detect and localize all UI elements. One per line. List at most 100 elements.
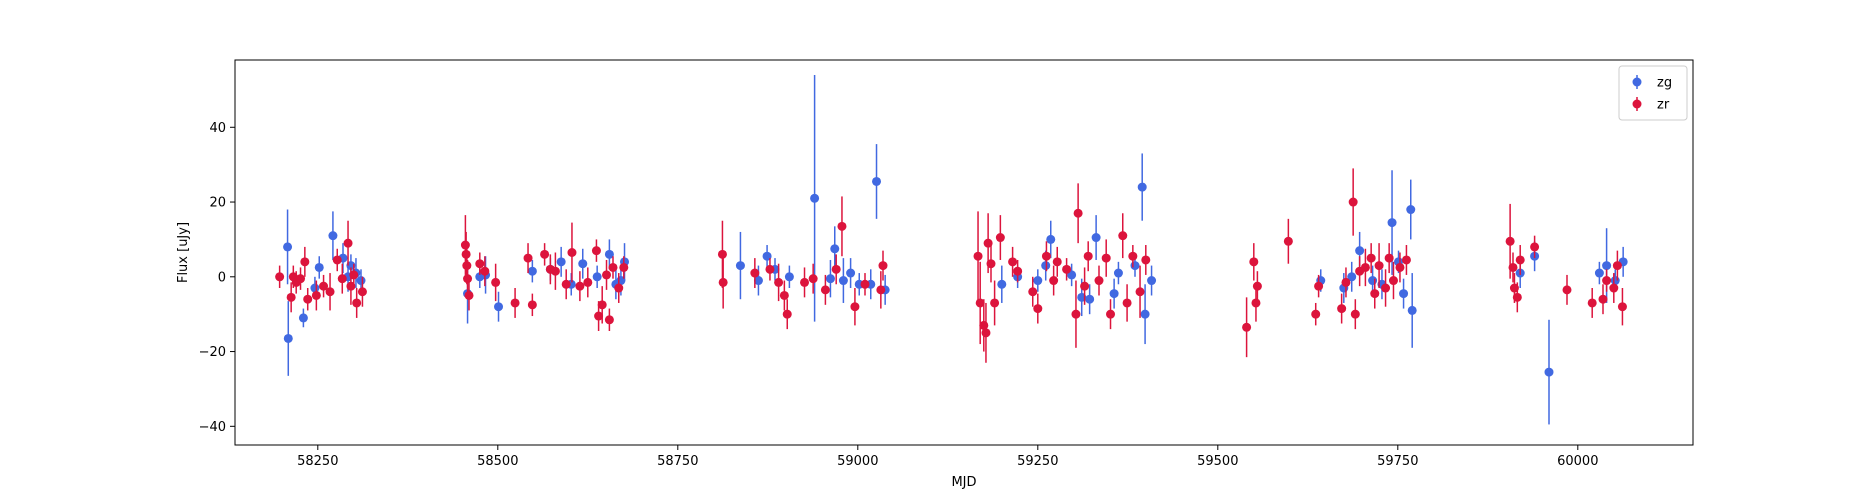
data-point: [608, 262, 618, 272]
data-point: [1387, 218, 1397, 228]
data-point: [1407, 305, 1417, 315]
data-point: [1052, 257, 1062, 267]
y-axis-label: Flux [uJy]: [176, 222, 191, 283]
data-point: [975, 298, 985, 308]
data-point: [494, 302, 504, 312]
data-point: [1049, 276, 1059, 286]
data-point: [1374, 261, 1384, 271]
data-point: [319, 281, 329, 291]
data-point: [1388, 276, 1398, 286]
data-point: [303, 294, 313, 304]
data-point: [1128, 251, 1138, 261]
data-point: [1602, 261, 1612, 271]
x-tick-label: 60000: [1557, 454, 1598, 469]
data-point: [1562, 285, 1572, 295]
data-point: [831, 264, 841, 274]
x-tick-label: 59750: [1377, 454, 1418, 469]
data-point: [1101, 253, 1111, 263]
data-point: [1311, 309, 1321, 319]
data-point: [1046, 234, 1056, 244]
data-point: [717, 249, 727, 259]
data-point: [575, 281, 585, 291]
data-point: [556, 257, 566, 267]
data-point: [1609, 283, 1619, 293]
data-point: [750, 268, 760, 278]
data-point: [1617, 302, 1627, 312]
data-point: [480, 266, 490, 276]
data-point: [1406, 205, 1416, 215]
data-point: [860, 279, 870, 289]
data-point: [332, 255, 342, 265]
data-point: [1610, 276, 1620, 286]
data-point: [1612, 261, 1622, 271]
data-point: [1347, 272, 1357, 282]
data-point: [592, 272, 602, 282]
data-point: [850, 302, 860, 312]
data-point: [1283, 236, 1293, 246]
data-point: [550, 266, 560, 276]
legend: zg zr: [1618, 65, 1688, 121]
data-point: [973, 251, 983, 261]
data-point: [1512, 292, 1522, 302]
data-point: [583, 277, 593, 287]
data-point: [1033, 276, 1043, 286]
data-point: [1249, 257, 1259, 267]
data-point: [337, 274, 347, 284]
y-tick-label: 0: [218, 270, 226, 285]
data-point: [1140, 309, 1150, 319]
data-point: [604, 315, 614, 325]
data-point: [1348, 197, 1358, 207]
data-point: [1252, 281, 1262, 291]
data-point: [1401, 255, 1411, 265]
legend-label: zg: [1657, 76, 1672, 91]
data-point: [825, 274, 835, 284]
data-point: [810, 193, 820, 203]
data-point: [981, 328, 991, 338]
data-point: [1381, 283, 1391, 293]
data-point: [1130, 261, 1140, 271]
chart-marks: [275, 74, 1628, 425]
data-point: [356, 276, 366, 286]
data-point: [523, 253, 533, 263]
y-tick-label: 20: [209, 196, 226, 211]
data-point: [1515, 255, 1525, 265]
data-point: [838, 276, 848, 286]
data-point: [846, 268, 856, 278]
data-point: [602, 270, 612, 280]
data-point: [1062, 264, 1072, 274]
data-point: [561, 279, 571, 289]
data-point: [1109, 289, 1119, 299]
data-point: [614, 283, 624, 293]
data-point: [1094, 276, 1104, 286]
data-point: [597, 300, 607, 310]
data-point: [1242, 322, 1252, 332]
data-point: [995, 233, 1005, 243]
data-point: [1598, 294, 1608, 304]
data-point: [782, 309, 792, 319]
y-tick-label: 40: [209, 121, 226, 136]
data-point: [343, 238, 353, 248]
data-point: [352, 298, 362, 308]
data-point: [837, 221, 847, 231]
data-point: [986, 259, 996, 269]
data-point: [1122, 298, 1132, 308]
data-point: [1008, 257, 1018, 267]
data-point: [325, 287, 335, 297]
x-tick-label: 58250: [297, 454, 338, 469]
data-point: [619, 262, 629, 272]
legend-marker: [1632, 77, 1642, 87]
data-point: [1033, 304, 1043, 314]
data-point: [1594, 268, 1604, 278]
data-point: [283, 242, 293, 252]
data-point: [779, 290, 789, 300]
data-point: [1366, 253, 1376, 263]
data-point: [1147, 276, 1157, 286]
data-point: [1360, 262, 1370, 272]
data-point: [1368, 276, 1378, 286]
y-tick-label: −40: [199, 420, 226, 435]
data-point: [1113, 268, 1123, 278]
data-point: [328, 231, 338, 241]
data-point: [774, 277, 784, 287]
x-tick-label: 59500: [1197, 454, 1238, 469]
